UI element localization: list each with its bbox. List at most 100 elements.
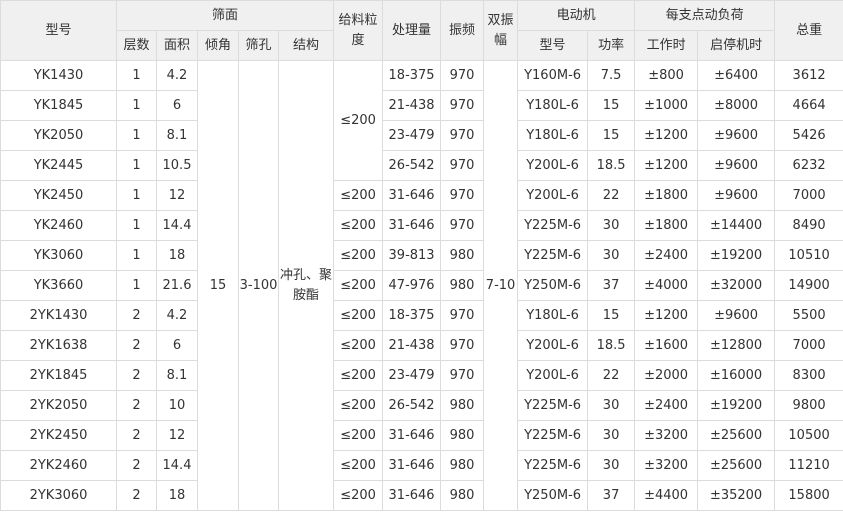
power-cell: 30: [587, 420, 636, 451]
feed-size-cell: ≤200: [333, 270, 384, 301]
table-row: 2YK2050 2 10 ≤200 26-542 980 Y225M-6 30 ±2400 ±19…: [0, 390, 843, 421]
area-cell: 21.6: [156, 270, 198, 301]
model-cell: YK3660: [0, 270, 117, 301]
startstop-load-cell: ±32000: [697, 270, 776, 301]
area-cell: 14.4: [156, 210, 198, 241]
startstop-load-cell: ±9600: [697, 300, 776, 331]
weight-cell: 3612: [774, 60, 843, 91]
frequency-cell: 980: [440, 480, 485, 511]
model-cell: YK2460: [0, 210, 117, 241]
table-row: 2YK1430 2 4.2 ≤200 18-375 970 Y180L-6 15 ±1200 ±9…: [0, 300, 843, 331]
angle-cell: 15: [197, 60, 239, 511]
layers-cell: 2: [116, 450, 157, 481]
capacity-cell: 39-813: [382, 240, 442, 271]
capacity-cell: 31-646: [382, 450, 442, 481]
aperture-cell: 3-100: [238, 60, 279, 511]
power-cell: 18.5: [587, 150, 636, 181]
area-cell: 14.4: [156, 450, 198, 481]
working-load-cell: ±4000: [634, 270, 699, 301]
weight-cell: 8490: [774, 210, 843, 241]
table-row: YK3660 1 21.6 ≤200 47-976 980 Y250M-6 37 ±4000 ±3…: [0, 270, 843, 301]
motor-model-cell: Y250M-6: [517, 270, 589, 301]
weight-cell: 5500: [774, 300, 843, 331]
area-cell: 10: [156, 390, 198, 421]
feed-size-cell: ≤200: [333, 390, 384, 421]
feed-size-cell: ≤200: [333, 60, 384, 181]
area-cell: 8.1: [156, 360, 198, 391]
area-cell: 4.2: [156, 300, 198, 331]
motor-model-cell: Y250M-6: [517, 480, 589, 511]
working-load-cell: ±1200: [634, 300, 699, 331]
structure-cell: 冲孔、聚胺酯: [277, 60, 335, 511]
frequency-cell: 980: [440, 450, 485, 481]
header-motor: 电动机: [517, 0, 636, 31]
table-row: 2YK2450 2 12 ≤200 31-646 980 Y225M-6 30 ±3200 ±25…: [0, 420, 843, 451]
capacity-cell: 21-438: [382, 90, 442, 121]
table-row: YK2050 1 8.1 23-479 970 Y180L-6 15 ±1200 ±9600 54…: [0, 120, 843, 151]
capacity-cell: 23-479: [382, 120, 442, 151]
area-cell: 10.5: [156, 150, 198, 181]
motor-model-cell: Y225M-6: [517, 450, 589, 481]
weight-cell: 10510: [774, 240, 843, 271]
table-row: 2YK2460 2 14.4 ≤200 31-646 980 Y225M-6 30 ±3200 ±…: [0, 450, 843, 481]
table-row: YK1430 1 4.2 15 3-100 冲孔、聚胺酯 ≤200 18-375 970 7-10…: [0, 60, 843, 511]
layers-cell: 1: [116, 180, 157, 211]
power-cell: 15: [587, 120, 636, 151]
startstop-load-cell: ±9600: [697, 120, 776, 151]
feed-size-cell: ≤200: [333, 240, 384, 271]
weight-cell: 11210: [774, 450, 843, 481]
layers-cell: 2: [116, 390, 157, 421]
header-startstop: 启停机时: [697, 30, 776, 61]
startstop-load-cell: ±9600: [697, 150, 776, 181]
power-cell: 30: [587, 210, 636, 241]
weight-cell: 7000: [774, 330, 843, 361]
feed-size-cell: ≤200: [333, 420, 384, 451]
capacity-cell: 21-438: [382, 330, 442, 361]
motor-model-cell: Y225M-6: [517, 240, 589, 271]
layers-cell: 2: [116, 360, 157, 391]
capacity-cell: 18-375: [382, 300, 442, 331]
header-weight: 总重: [774, 0, 843, 61]
motor-model-cell: Y200L-6: [517, 330, 589, 361]
frequency-cell: 980: [440, 270, 485, 301]
motor-model-cell: Y225M-6: [517, 390, 589, 421]
table-row: YK3060 1 18 ≤200 39-813 980 Y225M-6 30 ±2400 ±192…: [0, 240, 843, 271]
power-cell: 30: [587, 390, 636, 421]
feed-size-cell: ≤200: [333, 300, 384, 331]
startstop-load-cell: ±16000: [697, 360, 776, 391]
working-load-cell: ±3200: [634, 420, 699, 451]
frequency-cell: 970: [440, 210, 485, 241]
layers-cell: 1: [116, 210, 157, 241]
header-screen: 筛面: [115, 0, 335, 31]
frequency-cell: 970: [440, 150, 485, 181]
startstop-load-cell: ±14400: [697, 210, 776, 241]
motor-model-cell: Y160M-6: [517, 60, 589, 91]
weight-cell: 6232: [774, 150, 843, 181]
table-row: 2YK3060 2 18 ≤200 31-646 980 Y250M-6 37 ±4400 ±35…: [0, 480, 843, 511]
header-load: 每支点动负荷: [634, 0, 776, 31]
power-cell: 22: [587, 180, 636, 211]
layers-cell: 1: [116, 150, 157, 181]
table-row: YK2460 1 14.4 ≤200 31-646 970 Y225M-6 30 ±1800 ±1…: [0, 210, 843, 241]
motor-model-cell: Y180L-6: [517, 90, 589, 121]
area-cell: 6: [156, 90, 198, 121]
working-load-cell: ±1000: [634, 90, 699, 121]
model-cell: YK3060: [0, 240, 117, 271]
capacity-cell: 26-542: [382, 390, 442, 421]
layers-cell: 1: [116, 60, 157, 91]
weight-cell: 7000: [774, 180, 843, 211]
header-working: 工作时: [634, 30, 699, 61]
startstop-load-cell: ±6400: [697, 60, 776, 91]
feed-size-cell: ≤200: [333, 480, 384, 511]
motor-model-cell: Y200L-6: [517, 360, 589, 391]
header-row-2: 层数 面积 倾角 筛孔 结构 型号 功率 工作时 启停机时: [1, 30, 843, 61]
capacity-cell: 26-542: [382, 150, 442, 181]
layers-cell: 1: [116, 90, 157, 121]
power-cell: 15: [587, 300, 636, 331]
motor-model-cell: Y180L-6: [517, 300, 589, 331]
power-cell: 30: [587, 450, 636, 481]
model-cell: 2YK1638: [0, 330, 117, 361]
working-load-cell: ±1600: [634, 330, 699, 361]
weight-cell: 9800: [774, 390, 843, 421]
header-aperture: 筛孔: [238, 30, 279, 61]
